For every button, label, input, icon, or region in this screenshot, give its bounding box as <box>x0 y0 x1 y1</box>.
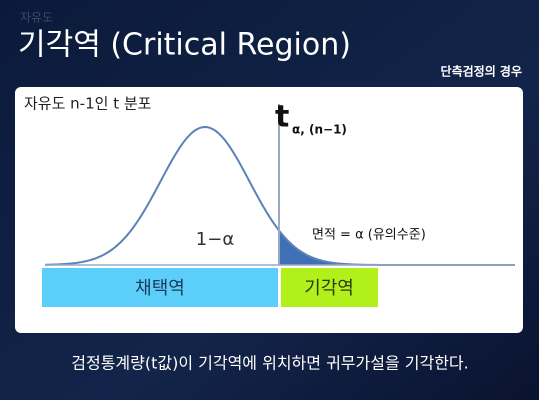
acceptance-label: 채택역 <box>135 278 185 299</box>
center-label: 1−α <box>196 229 234 250</box>
rejection-area <box>279 230 515 265</box>
rejection-label: 기각역 <box>304 278 354 299</box>
area-label: 면적 = α (유의수준) <box>312 228 426 243</box>
acceptance-bar <box>42 268 278 307</box>
critical-symbol: t <box>275 100 289 135</box>
rejection-bar <box>281 268 378 307</box>
note: 단측검정의 경우 <box>441 64 522 79</box>
critical-subscript: α, (n−1) <box>292 123 347 137</box>
faint-label: 자유도 <box>20 11 53 25</box>
footer: 검정통계량(t값)이 기각역에 위치하면 귀무가설을 기각한다. <box>71 354 468 373</box>
distribution-label: 자유도 n-1인 t 분포 <box>24 95 152 113</box>
title: 기각역 (Critical Region) <box>18 28 351 63</box>
